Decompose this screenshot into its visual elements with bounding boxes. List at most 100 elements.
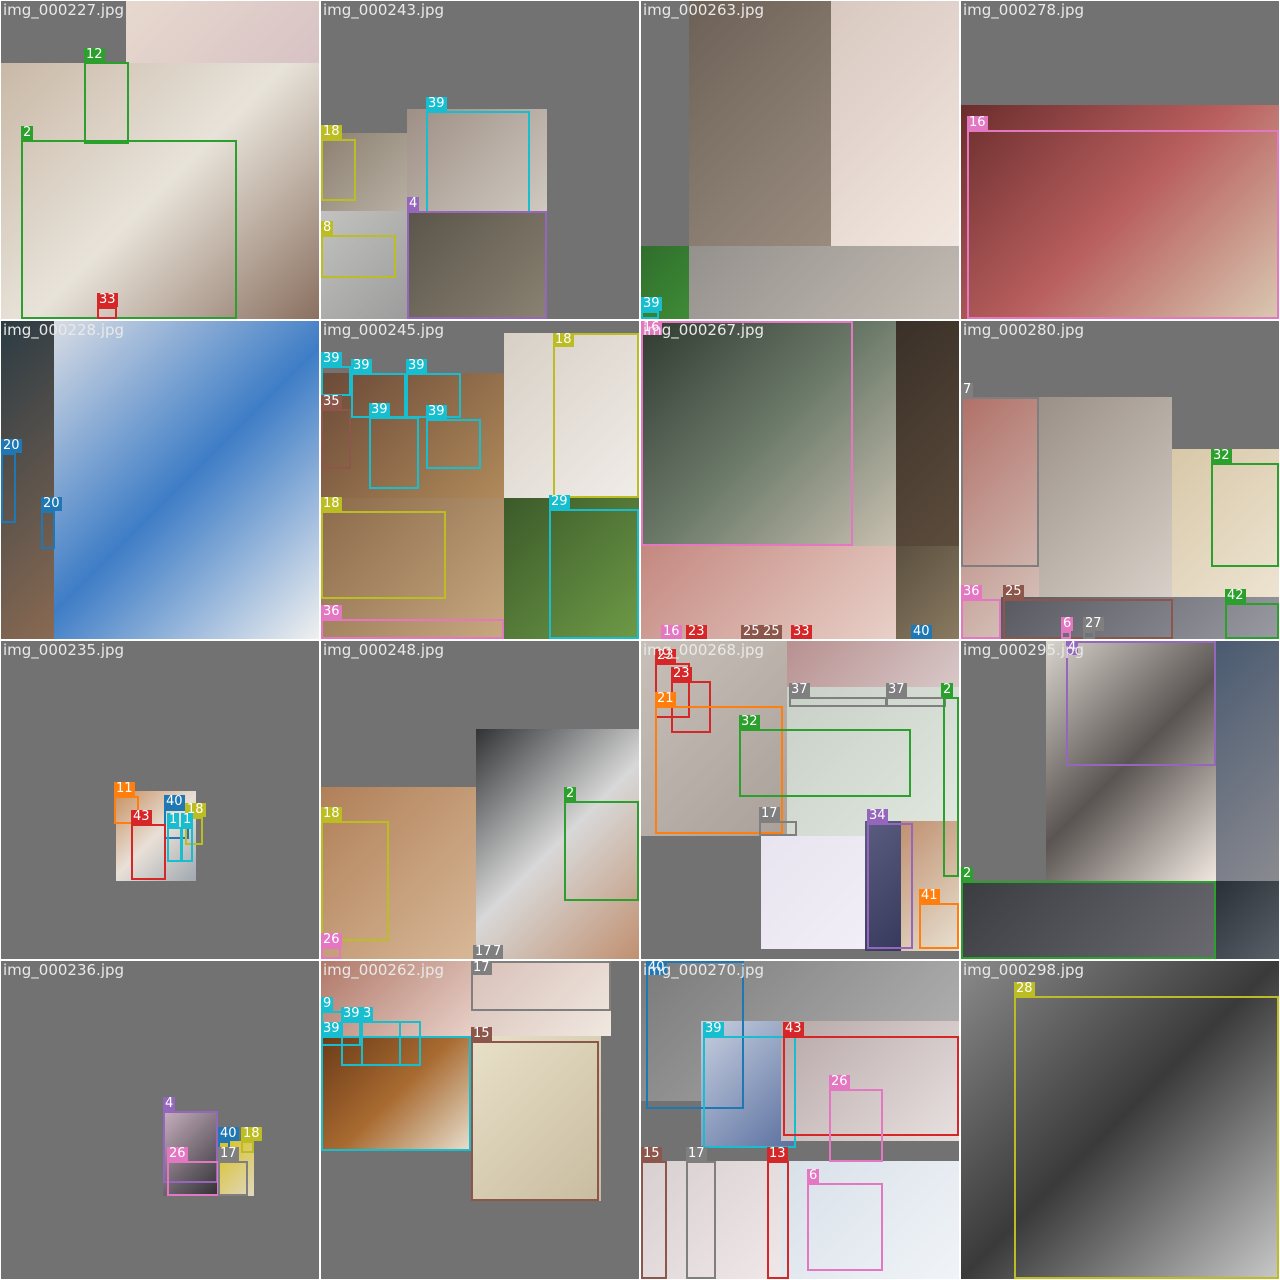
class-label: 25 — [761, 624, 782, 639]
bounding-box — [321, 1036, 471, 1151]
photo-patch — [901, 821, 959, 951]
bounding-box — [321, 821, 389, 941]
class-label: 9 — [321, 996, 334, 1011]
photo-patch — [321, 133, 407, 211]
class-label: 36 — [961, 584, 982, 599]
class-label: 32 — [739, 714, 760, 729]
mosaic-tile-t9: 18 2 26 17 7 img_000248.jpg — [321, 641, 639, 959]
photo-patch — [1039, 397, 1172, 597]
class-label: 33 — [97, 292, 118, 307]
mosaic-tile-t1: 18 39 4 8 img_000243.jpg — [321, 1, 639, 319]
class-label: 27 — [1083, 616, 1104, 631]
bounding-box — [961, 599, 1001, 639]
bounding-box — [641, 311, 659, 319]
class-label: 23 — [655, 648, 676, 663]
class-label: 11 — [114, 781, 135, 796]
photo-patch — [641, 321, 896, 546]
bounding-box — [321, 235, 396, 278]
class-label: 1 — [167, 812, 180, 827]
tile-filename: img_000235.jpg — [3, 641, 125, 659]
class-label: 15 — [641, 1146, 662, 1161]
photo-patch — [1, 63, 319, 319]
bounding-box — [967, 130, 1279, 319]
tile-filename: img_000248.jpg — [323, 641, 445, 659]
bounding-box — [1014, 996, 1279, 1279]
class-label: 43 — [783, 1021, 804, 1036]
tile-filename: img_000295.jpg — [963, 641, 1085, 659]
bounding-box — [21, 140, 237, 319]
class-label: 20 — [1, 438, 22, 453]
bounding-box — [767, 1161, 789, 1279]
bounding-box — [789, 697, 887, 707]
photo-patch — [1216, 641, 1279, 881]
bounding-box — [1061, 631, 1071, 639]
class-label: 21 — [655, 691, 676, 706]
bounding-box — [321, 511, 446, 599]
bounding-box — [41, 511, 55, 549]
class-label: 26 — [321, 932, 342, 947]
class-label: 7 — [491, 944, 504, 959]
class-label: 4 — [163, 1096, 176, 1111]
photo-patch — [321, 787, 476, 959]
photo-patch — [126, 1, 319, 63]
tile-filename: img_000263.jpg — [643, 1, 765, 19]
photo-patch — [896, 321, 959, 546]
photo-patch — [781, 1021, 959, 1141]
photo-patch — [321, 211, 407, 319]
bounding-box — [867, 823, 913, 949]
tile-filename: img_000236.jpg — [3, 961, 125, 979]
bounding-box — [321, 947, 341, 959]
bounding-box — [829, 1089, 883, 1162]
class-label: 12 — [84, 47, 105, 62]
class-label: 4 — [407, 196, 420, 211]
mosaic-tile-t0: 12 2 33 img_000227.jpg — [1, 1, 319, 319]
photo-patch — [321, 961, 471, 1036]
tile-filename: img_000228.jpg — [3, 321, 125, 339]
photo-patch — [407, 109, 547, 211]
class-label: 43 — [131, 809, 152, 824]
class-label: 41 — [919, 888, 940, 903]
photo-patch — [961, 105, 1279, 319]
photo-patch — [701, 1021, 796, 1146]
class-label: 25 — [741, 624, 762, 639]
bounding-box — [407, 211, 547, 319]
bounding-box — [1211, 463, 1279, 567]
class-label: 18 — [321, 496, 342, 511]
class-label: 13 — [767, 1146, 788, 1161]
class-label: 29 — [549, 494, 570, 509]
bounding-box — [564, 801, 639, 901]
mosaic-tile-t3: 16 img_000278.jpg — [961, 1, 1279, 319]
class-label: 33 — [791, 624, 812, 639]
photo-patch — [831, 1, 959, 246]
bounding-box — [241, 1141, 254, 1153]
bounding-box — [163, 1111, 218, 1183]
bounding-box — [167, 827, 182, 862]
bounding-box — [321, 366, 351, 396]
mosaic-tile-t13: 17 9 39 3 39 15 img_000262.jpg — [321, 961, 639, 1279]
photo-patch — [896, 546, 959, 639]
photo-patch — [641, 546, 896, 639]
class-label: 18 — [321, 806, 342, 821]
bounding-box — [1066, 641, 1216, 766]
tile-filename: img_000267.jpg — [643, 321, 765, 339]
bounding-box — [426, 419, 481, 469]
class-label: 15 — [471, 1026, 492, 1041]
class-label: 39 — [426, 96, 447, 111]
class-label: 39 — [406, 358, 427, 373]
photo-patch — [961, 881, 1216, 959]
class-label: 37 — [886, 682, 907, 697]
bounding-box — [131, 824, 166, 880]
class-label: 25 — [1003, 584, 1024, 599]
bounding-box — [703, 1036, 796, 1148]
class-label: 17 — [759, 806, 780, 821]
tile-filename: img_000227.jpg — [3, 1, 125, 19]
bounding-box — [886, 697, 946, 707]
tile-filename: img_000243.jpg — [323, 1, 445, 19]
class-label: 39 — [321, 351, 342, 366]
class-label: 35 — [321, 394, 342, 409]
bounding-box — [97, 307, 117, 319]
bounding-box — [321, 409, 351, 469]
class-label: 7 — [961, 382, 974, 397]
bounding-box — [739, 729, 911, 797]
